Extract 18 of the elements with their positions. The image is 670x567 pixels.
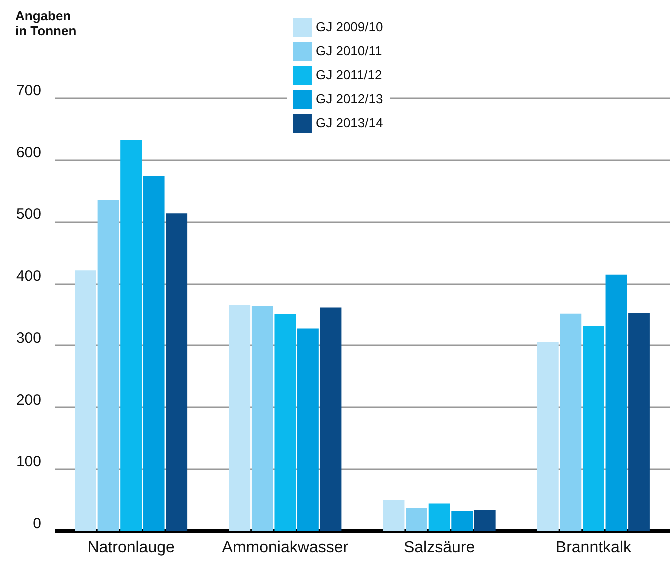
x-tick-label: Branntkalk xyxy=(556,540,632,556)
legend-label: GJ 2012/13 xyxy=(316,92,384,106)
legend-label: GJ 2011/12 xyxy=(316,68,382,82)
legend-label: GJ 2009/10 xyxy=(316,20,384,34)
y-tick-label: 300 xyxy=(16,330,42,347)
legend-label: GJ 2013/14 xyxy=(316,116,384,130)
y-tick-label: 500 xyxy=(16,206,42,224)
x-tick-label: Natronlauge xyxy=(88,540,175,556)
y-tick-label: 200 xyxy=(16,392,42,409)
x-tick-label: Salzsäure xyxy=(404,540,476,556)
x-tick-label: Ammoniakwasser xyxy=(222,540,350,556)
y-tick-label: 400 xyxy=(16,268,42,286)
y-tick-label: 600 xyxy=(16,144,42,162)
y-tick-label: 700 xyxy=(16,82,42,100)
y-axis-title: Angaben in Tonnen xyxy=(16,8,77,38)
legend-label: GJ 2010/11 xyxy=(316,44,382,58)
y-tick-label: 100 xyxy=(16,454,42,471)
y-tick-label: 0 xyxy=(33,516,42,532)
